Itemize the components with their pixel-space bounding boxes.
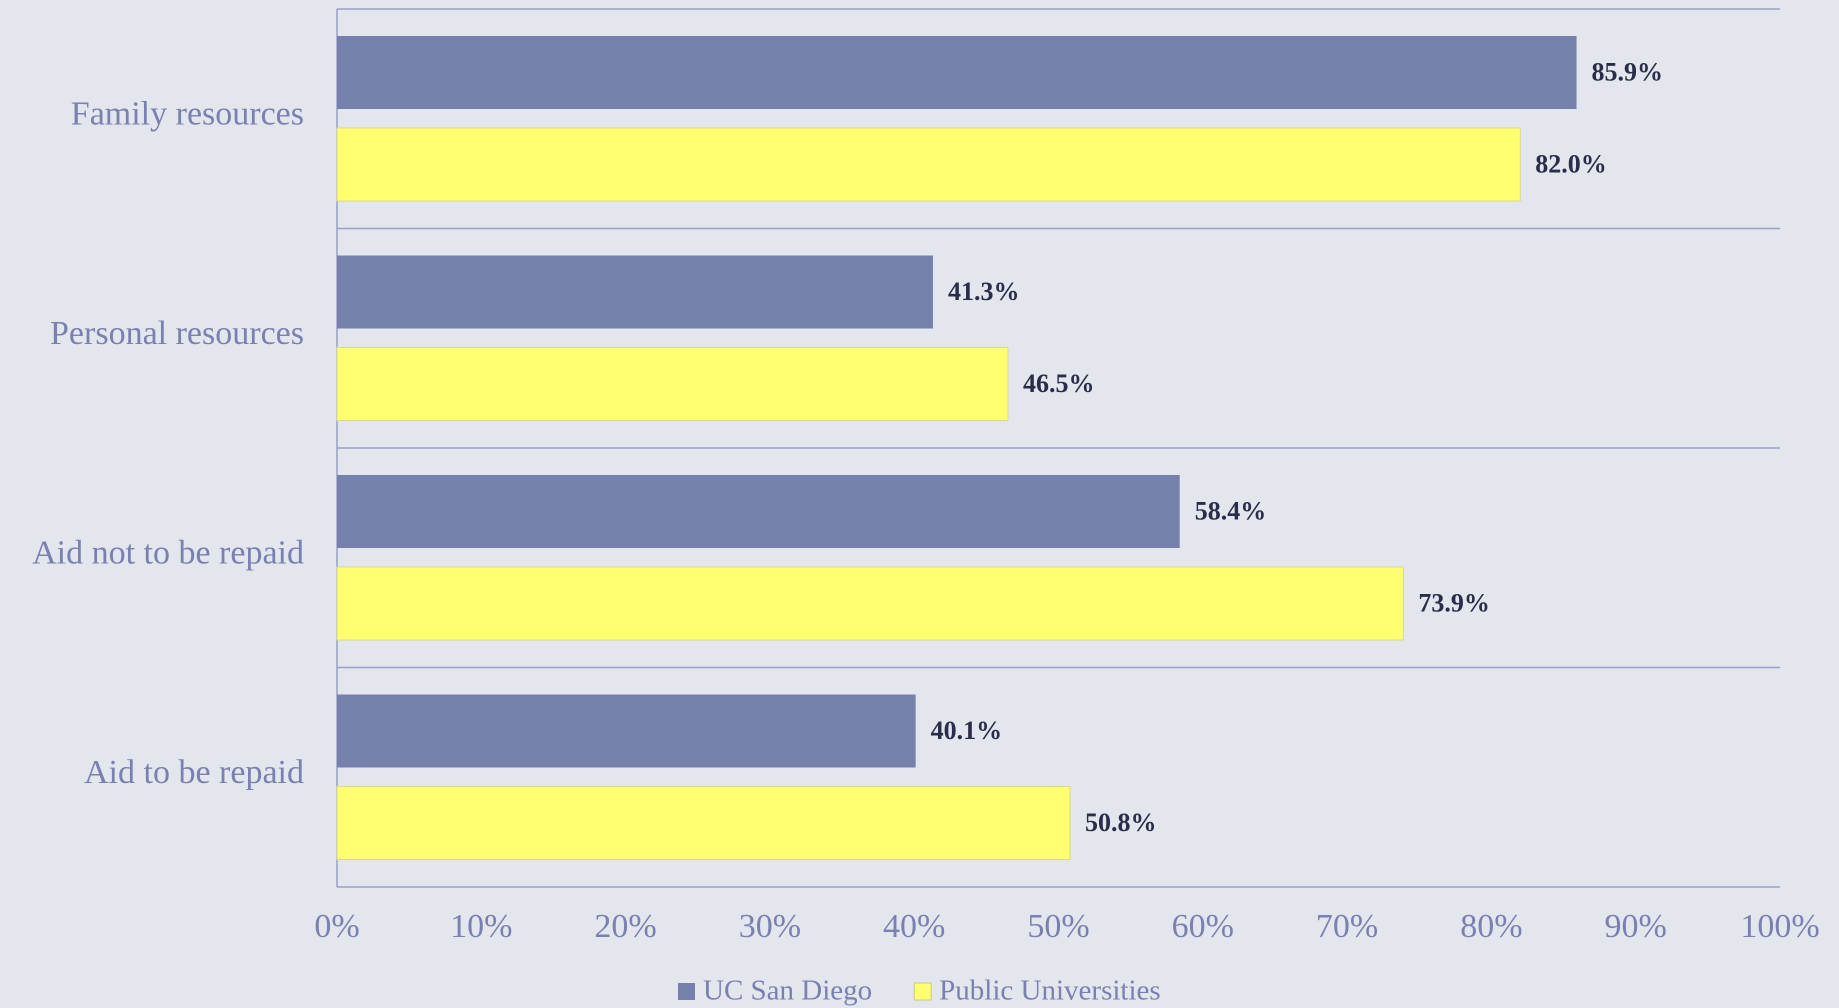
legend-swatch: [913, 982, 932, 1001]
bar: [336, 347, 1009, 421]
legend-label: Public Universities: [939, 975, 1161, 1007]
x-tick-label: 100%: [1740, 908, 1819, 945]
x-tick-label: 50%: [1027, 908, 1089, 945]
bar: [336, 127, 1521, 202]
bar: [337, 255, 933, 329]
bar: [336, 566, 1404, 641]
value-label: 73.9%: [1418, 588, 1490, 617]
bar: [337, 475, 1180, 548]
x-tick-label: 0%: [314, 908, 359, 945]
category-label: Family resources: [71, 96, 304, 133]
value-label: 46.5%: [1023, 369, 1095, 398]
value-label: 85.9%: [1592, 57, 1664, 86]
x-tick-label: 20%: [594, 908, 656, 945]
category-label: Personal resources: [50, 315, 304, 352]
category-label: Aid to be repaid: [84, 754, 304, 791]
bar: [336, 786, 1071, 860]
x-tick-label: 80%: [1460, 908, 1522, 945]
value-label: 41.3%: [948, 277, 1020, 306]
x-tick-label: 90%: [1605, 908, 1667, 945]
legend-label: UC San Diego: [703, 975, 872, 1007]
value-label: 50.8%: [1085, 808, 1157, 837]
value-label: 40.1%: [931, 716, 1003, 745]
x-tick-label: 30%: [739, 908, 801, 945]
bar: [337, 694, 916, 768]
value-label: 82.0%: [1535, 149, 1607, 178]
x-tick-label: 70%: [1316, 908, 1378, 945]
bar: [337, 36, 1577, 109]
x-tick-label: 40%: [883, 908, 945, 945]
x-tick-label: 60%: [1172, 908, 1234, 945]
legend-swatch: [678, 983, 695, 1000]
value-label: 58.4%: [1195, 496, 1267, 525]
category-label: Aid not to be repaid: [32, 535, 304, 572]
x-tick-label: 10%: [450, 908, 512, 945]
